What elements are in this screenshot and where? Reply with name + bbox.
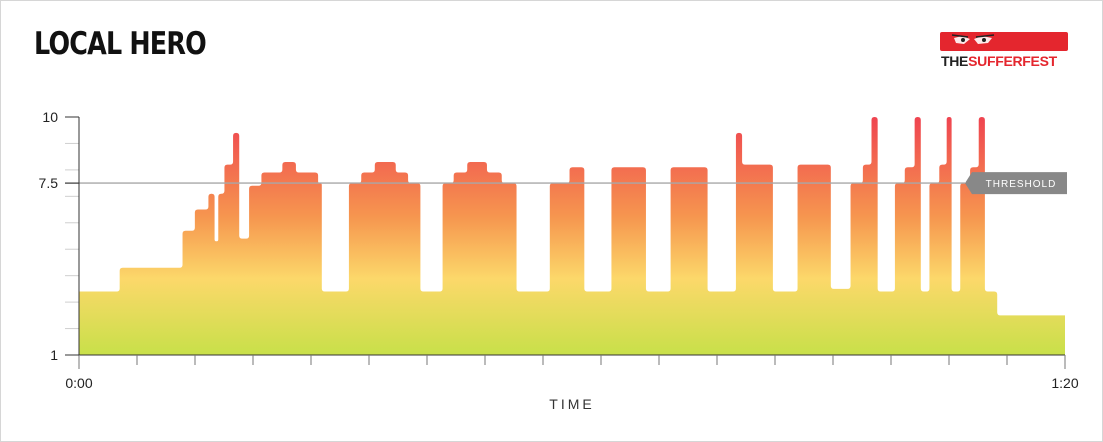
threshold-tag: THRESHOLD bbox=[965, 172, 1067, 195]
logo-text-sufferfest: SUFFERFEST bbox=[968, 53, 1057, 69]
y-tick-label: 7.5 bbox=[39, 175, 59, 191]
intensity-area bbox=[79, 117, 1065, 355]
y-tick-label: 10 bbox=[42, 109, 58, 125]
tick-labels: 10 7.5 1 0:00 1:20 bbox=[39, 109, 1079, 391]
logo-banner bbox=[940, 32, 1068, 51]
y-gridlines bbox=[65, 142, 79, 330]
workout-title: LOCAL HERO bbox=[34, 26, 207, 62]
sufferfest-logo: THESUFFERFEST bbox=[940, 30, 1070, 70]
threshold-label: THRESHOLD bbox=[986, 179, 1057, 190]
x-tick-label: 1:20 bbox=[1051, 375, 1078, 391]
logo-text-the: THE bbox=[941, 53, 969, 69]
x-axis-title: TIME bbox=[549, 396, 594, 412]
axes bbox=[65, 116, 1066, 369]
y-tick-label: 1 bbox=[50, 347, 58, 363]
x-tick-label: 0:00 bbox=[65, 375, 92, 391]
logo-text: THESUFFERFEST bbox=[941, 53, 1057, 69]
threshold-tag-background bbox=[965, 172, 1067, 195]
eyes-icon bbox=[951, 34, 995, 44]
